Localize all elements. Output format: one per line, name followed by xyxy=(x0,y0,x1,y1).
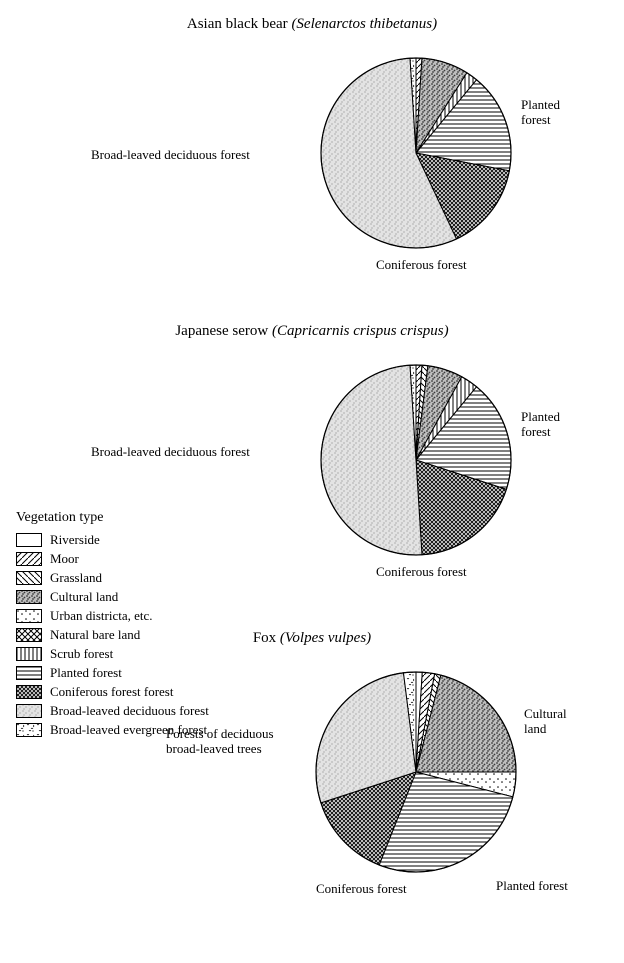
legend-swatch xyxy=(16,609,42,623)
pie-container: Planted forest Coniferous forest Broad-lea… xyxy=(16,43,608,283)
legend-title: Vegetation type xyxy=(16,510,209,526)
chart-bear: Asian black bear (Selenarctos thibetanus… xyxy=(16,16,608,283)
legend-swatch xyxy=(16,723,42,737)
legend-row: Riverside xyxy=(16,532,209,548)
chart-title-common: Fox xyxy=(253,630,276,646)
legend-swatch xyxy=(16,533,42,547)
slice-label: Planted forest xyxy=(521,410,560,440)
legend-swatch xyxy=(16,552,42,566)
legend-label: Planted forest xyxy=(50,665,122,681)
legend-swatch xyxy=(16,685,42,699)
chart-title-common: Japanese serow xyxy=(175,323,268,339)
legend-label: Broad-leaved deciduous forest xyxy=(50,703,209,719)
legend-swatch xyxy=(16,628,42,642)
legend-row: Planted forest xyxy=(16,665,209,681)
legend-label: Grassland xyxy=(50,570,102,586)
pie-chart xyxy=(16,43,624,283)
legend-label: Urban districta, etc. xyxy=(50,608,153,624)
chart-title-scientific: (Volpes vulpes) xyxy=(280,630,371,646)
slice-label: Coniferous forest xyxy=(376,565,467,580)
legend-row: Scrub forest xyxy=(16,646,209,662)
legend-row: Cultural land xyxy=(16,589,209,605)
chart-title-scientific: (Capricarnis crispus crispus) xyxy=(272,323,449,339)
legend-label: Riverside xyxy=(50,532,100,548)
pie-slice-deciduous xyxy=(321,365,422,555)
slice-label: Broad-leaved deciduous forest xyxy=(91,445,250,460)
legend-swatch xyxy=(16,590,42,604)
legend-label: Scrub forest xyxy=(50,646,113,662)
legend-row: Broad-leaved deciduous forest xyxy=(16,703,209,719)
legend-label: Moor xyxy=(50,551,79,567)
slice-label: Planted forest xyxy=(496,879,568,894)
chart-title: Japanese serow (Capricarnis crispus cris… xyxy=(16,323,608,340)
legend-row: Coniferous forest forest xyxy=(16,684,209,700)
vegetation-legend: Vegetation type Riverside Moor Grassland Cu… xyxy=(16,510,209,741)
chart-title-scientific: (Selenarctos thibetanus) xyxy=(291,16,437,32)
legend-swatch xyxy=(16,571,42,585)
slice-label: Planted forest xyxy=(521,98,560,128)
legend-row: Urban districta, etc. xyxy=(16,608,209,624)
legend-swatch xyxy=(16,704,42,718)
legend-row: Natural bare land xyxy=(16,627,209,643)
legend-row: Broad-leaved evergreen forest xyxy=(16,722,209,738)
legend-row: Grassland xyxy=(16,570,209,586)
chart-title-common: Asian black bear xyxy=(187,16,288,32)
slice-label: Cultural land xyxy=(524,707,567,737)
legend-label: Coniferous forest forest xyxy=(50,684,173,700)
slice-label: Broad-leaved deciduous forest xyxy=(91,148,250,163)
legend-label: Natural bare land xyxy=(50,627,140,643)
chart-title: Asian black bear (Selenarctos thibetanus… xyxy=(16,16,608,33)
slice-label: Coniferous forest xyxy=(316,882,407,897)
legend-label: Cultural land xyxy=(50,589,118,605)
slice-label: Coniferous forest xyxy=(376,258,467,273)
legend-row: Moor xyxy=(16,551,209,567)
legend-swatch xyxy=(16,666,42,680)
legend-label: Broad-leaved evergreen forest xyxy=(50,722,207,738)
legend-swatch xyxy=(16,647,42,661)
